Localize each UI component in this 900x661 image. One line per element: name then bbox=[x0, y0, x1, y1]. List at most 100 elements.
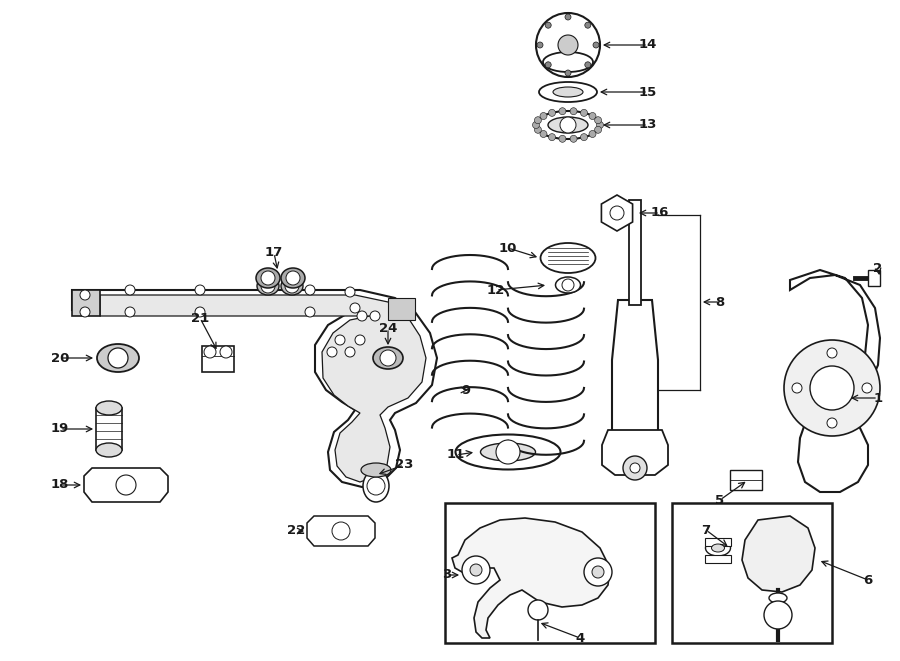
Circle shape bbox=[332, 522, 350, 540]
Circle shape bbox=[220, 346, 232, 358]
Bar bbox=[96, 408, 122, 450]
Text: 12: 12 bbox=[487, 284, 505, 297]
Circle shape bbox=[862, 383, 872, 393]
Ellipse shape bbox=[281, 268, 305, 288]
Polygon shape bbox=[602, 430, 668, 475]
Circle shape bbox=[261, 279, 275, 293]
Circle shape bbox=[580, 134, 588, 141]
Circle shape bbox=[630, 463, 640, 473]
Circle shape bbox=[585, 61, 590, 68]
Circle shape bbox=[80, 307, 90, 317]
Polygon shape bbox=[742, 516, 815, 592]
Circle shape bbox=[496, 440, 520, 464]
Circle shape bbox=[827, 418, 837, 428]
Ellipse shape bbox=[543, 52, 593, 72]
Ellipse shape bbox=[256, 268, 280, 288]
Circle shape bbox=[562, 279, 574, 291]
Circle shape bbox=[570, 108, 577, 115]
Circle shape bbox=[810, 366, 854, 410]
Text: 24: 24 bbox=[379, 321, 397, 334]
Circle shape bbox=[335, 335, 345, 345]
Polygon shape bbox=[730, 470, 762, 490]
Text: 19: 19 bbox=[51, 422, 69, 436]
Text: 13: 13 bbox=[639, 118, 657, 132]
Circle shape bbox=[589, 130, 596, 137]
Circle shape bbox=[345, 347, 355, 357]
Circle shape bbox=[285, 279, 299, 293]
Circle shape bbox=[792, 383, 802, 393]
Ellipse shape bbox=[96, 401, 122, 415]
Bar bbox=[705, 555, 731, 563]
Circle shape bbox=[764, 601, 792, 629]
Ellipse shape bbox=[281, 277, 303, 295]
Polygon shape bbox=[601, 195, 633, 231]
Text: 3: 3 bbox=[443, 568, 452, 582]
Text: 9: 9 bbox=[462, 383, 471, 397]
Polygon shape bbox=[452, 518, 610, 638]
Circle shape bbox=[548, 109, 555, 116]
Text: 4: 4 bbox=[575, 631, 585, 644]
Circle shape bbox=[537, 42, 543, 48]
Ellipse shape bbox=[769, 593, 787, 603]
Ellipse shape bbox=[481, 443, 536, 461]
Text: 23: 23 bbox=[395, 459, 413, 471]
Text: 20: 20 bbox=[50, 352, 69, 364]
Polygon shape bbox=[72, 290, 437, 487]
Ellipse shape bbox=[712, 544, 724, 552]
Text: 6: 6 bbox=[863, 574, 873, 586]
Circle shape bbox=[195, 307, 205, 317]
Circle shape bbox=[545, 61, 551, 68]
Circle shape bbox=[570, 136, 577, 142]
Text: 10: 10 bbox=[499, 241, 517, 254]
Bar bbox=[445, 503, 655, 643]
Circle shape bbox=[610, 206, 624, 220]
Circle shape bbox=[370, 311, 380, 321]
Ellipse shape bbox=[706, 540, 731, 556]
Circle shape bbox=[784, 340, 880, 436]
Circle shape bbox=[827, 348, 837, 358]
Polygon shape bbox=[100, 295, 426, 482]
Circle shape bbox=[204, 346, 216, 358]
Text: 1: 1 bbox=[873, 391, 883, 405]
Text: 17: 17 bbox=[265, 247, 284, 260]
Circle shape bbox=[357, 311, 367, 321]
Circle shape bbox=[548, 134, 555, 141]
Text: 11: 11 bbox=[447, 449, 465, 461]
Ellipse shape bbox=[257, 277, 279, 295]
Circle shape bbox=[261, 271, 275, 285]
Circle shape bbox=[535, 126, 542, 134]
Text: 15: 15 bbox=[639, 85, 657, 98]
Text: 8: 8 bbox=[716, 295, 724, 309]
Circle shape bbox=[528, 600, 548, 620]
Circle shape bbox=[470, 564, 482, 576]
Bar bbox=[705, 538, 731, 546]
Text: 7: 7 bbox=[701, 524, 711, 537]
Circle shape bbox=[540, 130, 547, 137]
Circle shape bbox=[305, 307, 315, 317]
Circle shape bbox=[560, 117, 576, 133]
Text: 22: 22 bbox=[287, 524, 305, 537]
Circle shape bbox=[108, 348, 128, 368]
Bar bbox=[629, 200, 641, 305]
Circle shape bbox=[540, 112, 547, 120]
Circle shape bbox=[592, 566, 604, 578]
Polygon shape bbox=[84, 468, 168, 502]
Circle shape bbox=[536, 13, 600, 77]
Circle shape bbox=[545, 22, 551, 28]
Ellipse shape bbox=[539, 82, 597, 102]
Circle shape bbox=[559, 108, 566, 115]
Circle shape bbox=[585, 22, 590, 28]
Circle shape bbox=[595, 126, 601, 134]
Circle shape bbox=[623, 456, 647, 480]
Text: 5: 5 bbox=[716, 494, 724, 506]
Bar bbox=[868, 270, 880, 286]
Circle shape bbox=[535, 117, 542, 124]
Bar bbox=[672, 503, 832, 643]
Ellipse shape bbox=[541, 243, 596, 273]
Polygon shape bbox=[72, 290, 100, 316]
Circle shape bbox=[80, 290, 90, 300]
Text: 21: 21 bbox=[191, 311, 209, 325]
Ellipse shape bbox=[363, 470, 389, 502]
Circle shape bbox=[367, 477, 385, 495]
Polygon shape bbox=[388, 298, 415, 320]
